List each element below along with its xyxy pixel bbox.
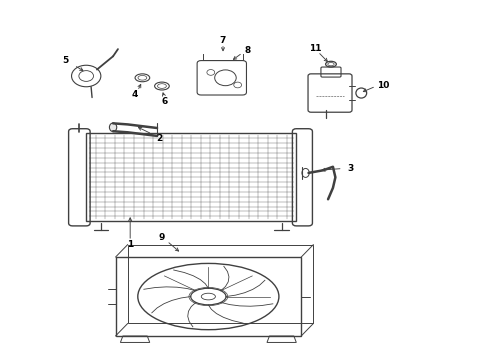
Text: 2: 2 — [156, 134, 163, 143]
Text: 6: 6 — [161, 96, 168, 105]
Text: 7: 7 — [220, 36, 226, 45]
Text: 9: 9 — [159, 233, 165, 242]
Text: 3: 3 — [347, 164, 353, 173]
Ellipse shape — [109, 123, 117, 132]
Text: 5: 5 — [63, 57, 69, 66]
Text: 10: 10 — [377, 81, 390, 90]
Text: 1: 1 — [127, 240, 133, 249]
Text: 8: 8 — [245, 46, 250, 55]
Text: 4: 4 — [132, 90, 138, 99]
Text: 11: 11 — [309, 44, 321, 53]
